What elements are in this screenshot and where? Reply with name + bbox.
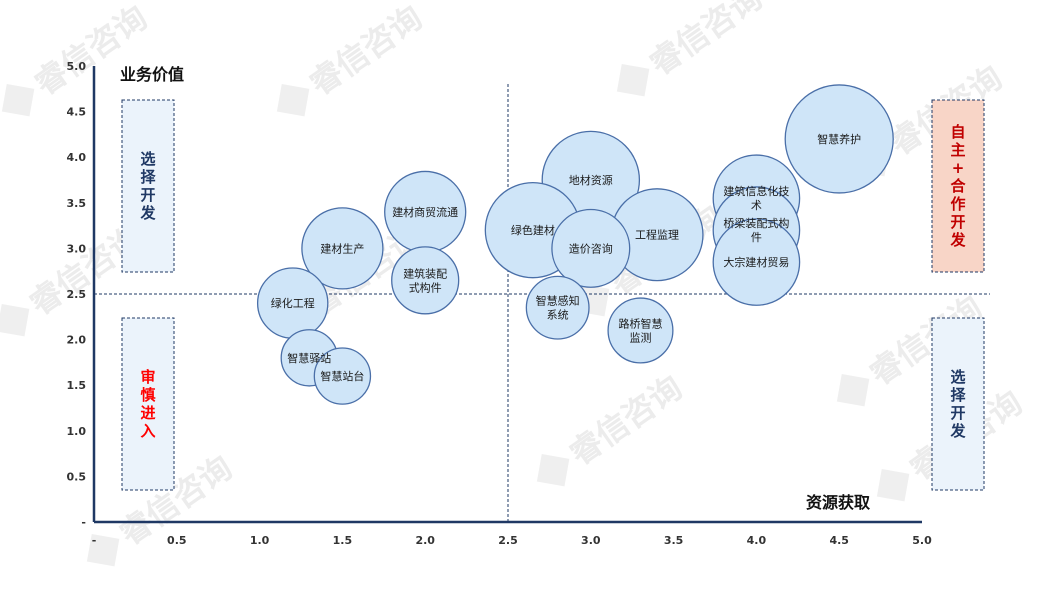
quadrant-label: 自主+合作开发 — [949, 123, 966, 249]
bubble-circle — [525, 275, 590, 340]
bubble-circle — [551, 208, 631, 288]
x-axis-title: 资源获取 — [806, 493, 870, 512]
watermark-text: 睿信咨询 — [562, 368, 689, 473]
bubble-label: 智慧驿站 — [287, 351, 331, 365]
watermark: 睿信咨询 — [616, 0, 769, 97]
bubble-label: 建筑装配式构件 — [403, 266, 447, 294]
bubble-circle — [784, 84, 894, 194]
bubble-label: 桥梁装配式构件 — [723, 216, 789, 244]
x-tick-label: - — [92, 534, 97, 547]
y-tick-label: 2.5 — [67, 288, 87, 301]
bubble-label: 地材资源 — [569, 173, 613, 187]
quadrant-box-bottom-right: 选择开发 — [931, 317, 985, 491]
bubble-label: 智慧感知系统 — [536, 294, 580, 322]
watermark-logo-icon — [276, 83, 310, 117]
x-tick-label: 0.5 — [167, 534, 187, 547]
y-tick-label: 4.5 — [67, 106, 87, 119]
bubble-label: 建材生产 — [320, 241, 364, 255]
bubble-label: 大宗建材贸易 — [723, 255, 789, 269]
watermark-logo-icon — [836, 373, 870, 407]
quadrant-box-top-left: 选择开发 — [121, 99, 175, 273]
quadrant-label: 选择开发 — [949, 368, 966, 440]
x-tick-label: 1.0 — [250, 534, 270, 547]
bubble-label: 智慧养护 — [817, 132, 861, 146]
x-tick-label: 3.0 — [581, 534, 601, 547]
y-tick-label: 0.5 — [67, 470, 87, 483]
y-tick-label: 4.0 — [67, 151, 87, 164]
watermark-logo-icon — [616, 63, 650, 97]
bubble-circle — [301, 207, 384, 290]
bubble — [391, 246, 460, 315]
y-tick-label: 5.0 — [67, 60, 87, 73]
bubble-label: 造价咨询 — [569, 241, 613, 255]
bubble — [525, 275, 590, 340]
watermark-logo-icon — [0, 303, 30, 337]
bubble-label: 绿色建材 — [511, 223, 555, 237]
watermark-logo-icon — [536, 453, 570, 487]
bubble-circle — [607, 297, 674, 364]
bubble — [551, 208, 631, 288]
x-tick-labels: - 0.5 1.0 1.5 2.0 2.5 3.0 3.5 4.0 4.5 5.0 — [92, 534, 932, 547]
watermark-logo-icon — [876, 468, 910, 502]
bubble-circle — [712, 218, 801, 306]
watermark-text: 睿信咨询 — [27, 0, 154, 103]
quadrant-label: 审慎进入 — [140, 368, 155, 440]
watermark: 睿信咨询 — [276, 0, 429, 117]
quadrant-label: 选择开发 — [139, 150, 156, 222]
x-tick-label: 5.0 — [912, 534, 932, 547]
y-tick-label: 2.0 — [67, 334, 87, 347]
bubble-circle — [391, 246, 460, 315]
watermark-layer: 睿信咨询睿信咨询睿信咨询睿信咨询睿信咨询睿信咨询睿信咨询睿信咨询睿信咨询睿信咨询… — [0, 0, 1029, 567]
quadrant-box-bottom-left: 审慎进入 — [121, 317, 175, 491]
x-tick-label: 2.0 — [415, 534, 435, 547]
watermark-logo-icon — [1, 83, 35, 117]
bubble — [313, 347, 372, 405]
bubble-label: 工程监理 — [635, 229, 679, 242]
bubble-label: 建筑信息化技术 — [723, 184, 789, 212]
y-tick-label: - — [81, 516, 86, 529]
x-tick-label: 4.5 — [829, 534, 849, 547]
x-tick-label: 3.5 — [664, 534, 684, 547]
bubble — [784, 84, 894, 194]
bubble-circle — [313, 347, 372, 405]
y-tick-label: 3.5 — [67, 197, 87, 210]
watermark-text: 睿信咨询 — [302, 0, 429, 103]
y-tick-labels: - 0.5 1.0 1.5 2.0 2.5 3.0 3.5 4.0 4.5 5.0 — [67, 60, 87, 529]
watermark: 睿信咨询 — [536, 368, 689, 487]
quadrant-box-top-right: 自主+合作开发 — [931, 99, 985, 273]
x-tick-label: 2.5 — [498, 534, 518, 547]
bubble — [607, 297, 674, 364]
watermark-text: 睿信咨询 — [642, 0, 769, 83]
y-tick-label: 1.0 — [67, 425, 87, 438]
x-tick-label: 1.5 — [333, 534, 353, 547]
bubble-label: 建材商贸流通 — [392, 205, 458, 219]
watermark-logo-icon — [86, 533, 120, 567]
bubble-label: 绿化工程 — [271, 296, 315, 310]
bubble — [712, 218, 801, 306]
bubble — [301, 207, 384, 290]
y-tick-label: 3.0 — [67, 242, 87, 255]
bubble-label: 智慧站台 — [320, 369, 364, 383]
y-tick-label: 1.5 — [67, 379, 87, 392]
bubble-label: 路桥智慧监测 — [618, 316, 662, 344]
y-axis-title: 业务价值 — [120, 65, 184, 84]
x-tick-label: 4.0 — [747, 534, 767, 547]
